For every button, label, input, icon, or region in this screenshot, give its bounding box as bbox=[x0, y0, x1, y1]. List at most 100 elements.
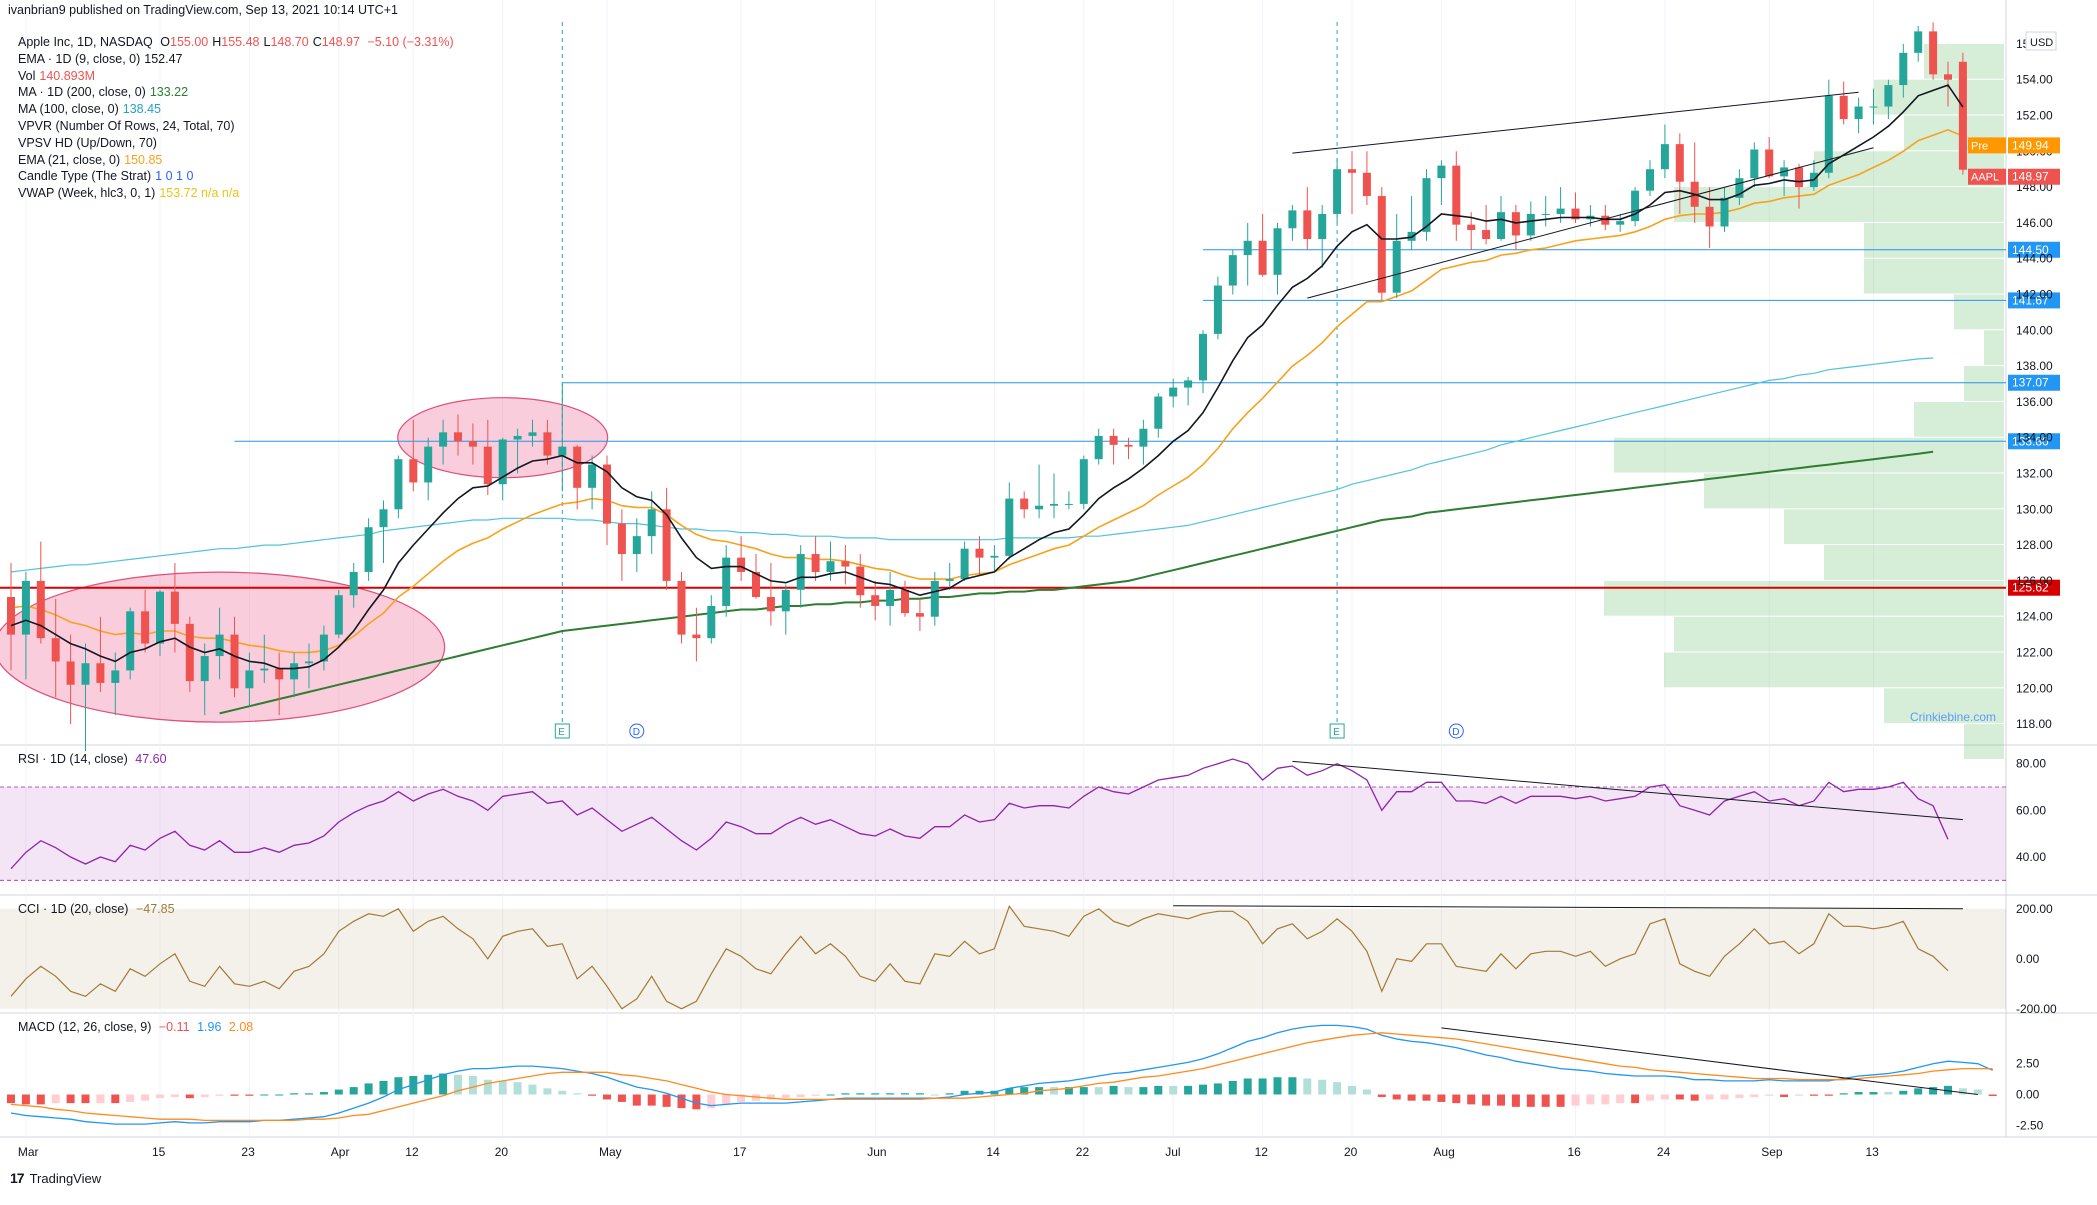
price-label-value: 149.94 bbox=[2012, 138, 2049, 152]
time-axis-label: 12 bbox=[405, 1145, 419, 1159]
candle-body bbox=[975, 548, 984, 558]
macd-histogram-bar bbox=[662, 1094, 671, 1107]
candle-body bbox=[394, 459, 403, 510]
level-price-label: 144.50 bbox=[2012, 243, 2049, 257]
time-axis-label: 14 bbox=[986, 1145, 1000, 1159]
candle-body bbox=[811, 554, 820, 572]
candle-body bbox=[1482, 230, 1491, 240]
candle-body bbox=[454, 432, 462, 442]
macd-histogram-bar bbox=[1020, 1087, 1029, 1095]
event-marker-label: D bbox=[633, 727, 640, 738]
macd-histogram-bar bbox=[275, 1094, 284, 1096]
price-axis-tick: 118.00 bbox=[2016, 717, 2052, 731]
macd-histogram-bar bbox=[1467, 1094, 1476, 1105]
level-price-label: 137.07 bbox=[2012, 376, 2049, 390]
candle-body bbox=[66, 661, 75, 685]
candle-body bbox=[1362, 172, 1371, 197]
candle-body bbox=[1422, 178, 1431, 232]
candle-body bbox=[603, 464, 611, 524]
indicator-row[interactable]: VWAP (Week, hlc3, 0, 1) 153.72 n/a n/a bbox=[18, 185, 454, 202]
indicator-list: EMA · 1D (9, close, 0) 152.47 Vol 140.893M M… bbox=[18, 51, 454, 202]
macd-histogram-bar bbox=[856, 1093, 865, 1095]
indicator-row[interactable]: Vol 140.893M bbox=[18, 68, 454, 85]
indicator-row[interactable]: VPSV HD (Up/Down, 70) bbox=[18, 135, 454, 152]
candle-body bbox=[1616, 221, 1625, 225]
macd-histogram-bar bbox=[1705, 1094, 1714, 1100]
ohlc-o: O155.00 bbox=[160, 35, 208, 49]
indicator-row[interactable]: Candle Type (The Strat) 1 0 1 0 bbox=[18, 168, 454, 185]
rsi-line bbox=[10, 758, 1949, 870]
macd-histogram-bar bbox=[901, 1093, 909, 1095]
price-label-value: 148.97 bbox=[2012, 170, 2049, 184]
macd-histogram-bar bbox=[1571, 1094, 1580, 1106]
macd-histogram-bar bbox=[379, 1080, 388, 1095]
time-axis-label: 15 bbox=[152, 1145, 166, 1159]
candle-body bbox=[334, 595, 343, 635]
candle-body bbox=[156, 591, 164, 644]
indicator-row[interactable]: VPVR (Number Of Rows, 24, Total, 70) bbox=[18, 118, 454, 135]
macd-line bbox=[10, 1024, 1993, 1125]
candle-body bbox=[364, 527, 373, 572]
macd-histogram-bar bbox=[1169, 1085, 1178, 1095]
candle-body bbox=[1914, 31, 1923, 53]
indicator-row[interactable]: MA · 1D (200, close, 0) 133.22 bbox=[18, 84, 454, 101]
earnings-marker bbox=[1329, 723, 1345, 739]
candle-body bbox=[930, 580, 939, 617]
macd-histogram-bar bbox=[349, 1087, 358, 1095]
macd-histogram-bar bbox=[707, 1094, 716, 1109]
ema9-line bbox=[10, 84, 1964, 670]
price-axis-tick: 136.00 bbox=[2016, 395, 2053, 409]
candle-body bbox=[945, 579, 954, 581]
price-axis-tick: 152.00 bbox=[2016, 109, 2053, 123]
watermark: Crinkiebine.com bbox=[1910, 710, 1997, 724]
time-axis-label: Mar bbox=[18, 1145, 39, 1159]
macd-histogram-bar bbox=[1333, 1082, 1342, 1095]
macd-histogram-bar bbox=[811, 1094, 820, 1096]
indicator-row[interactable]: EMA (21, close, 0) 150.85 bbox=[18, 152, 454, 169]
macd-histogram-bar bbox=[96, 1094, 105, 1104]
time-axis-label: 16 bbox=[1568, 1145, 1582, 1159]
time-axis-label: 24 bbox=[1657, 1145, 1671, 1159]
macd-histogram-bar bbox=[1243, 1078, 1252, 1095]
candle-body bbox=[573, 446, 582, 488]
ohlc-value: 148.97 bbox=[321, 35, 360, 49]
price-axis-tick: 130.00 bbox=[2016, 502, 2053, 516]
indicator-row[interactable]: EMA · 1D (9, close, 0) 152.47 bbox=[18, 51, 454, 68]
price-label-bg bbox=[2008, 137, 2060, 154]
level-price-tag bbox=[2008, 374, 2060, 391]
time-axis-label: 20 bbox=[495, 1145, 509, 1159]
candle-body bbox=[1750, 149, 1759, 179]
ma100-line bbox=[10, 357, 1934, 573]
indicator-row[interactable]: MA (100, close, 0) 138.45 bbox=[18, 101, 454, 118]
macd-histogram-bar bbox=[21, 1094, 30, 1105]
price-label-tag-bg bbox=[1968, 168, 2006, 185]
candle-body bbox=[1765, 149, 1774, 177]
candle-body bbox=[647, 509, 656, 537]
candle-body bbox=[796, 554, 805, 590]
candle-body bbox=[1020, 498, 1029, 510]
macd-histogram-bar bbox=[1452, 1094, 1461, 1104]
candle-body bbox=[1288, 210, 1297, 229]
macd-histogram-bar bbox=[1631, 1094, 1640, 1104]
macd-histogram-bar bbox=[1809, 1094, 1818, 1096]
macd-histogram-bar bbox=[1646, 1094, 1654, 1101]
candle-body bbox=[1735, 178, 1744, 198]
macd-histogram-bar bbox=[1184, 1085, 1193, 1095]
publisher-header: ivanbrian9 published on TradingView.com,… bbox=[8, 3, 398, 17]
candle-body bbox=[290, 663, 299, 680]
ma200-line bbox=[219, 450, 1934, 715]
candle-body bbox=[483, 446, 492, 485]
macd-histogram-bar bbox=[1884, 1092, 1893, 1095]
level-price-tag bbox=[2008, 292, 2060, 309]
cci-value: −47.85 bbox=[135, 902, 175, 916]
candle-body bbox=[856, 566, 865, 596]
candle-body bbox=[1660, 144, 1669, 170]
candle-body bbox=[1213, 285, 1222, 334]
event-marker-label: E bbox=[558, 727, 565, 738]
macd-histogram-bar bbox=[1392, 1094, 1401, 1100]
candle-body bbox=[1333, 169, 1342, 214]
footer: 17 TradingView bbox=[10, 1170, 101, 1186]
macd-histogram-bar bbox=[588, 1094, 597, 1096]
